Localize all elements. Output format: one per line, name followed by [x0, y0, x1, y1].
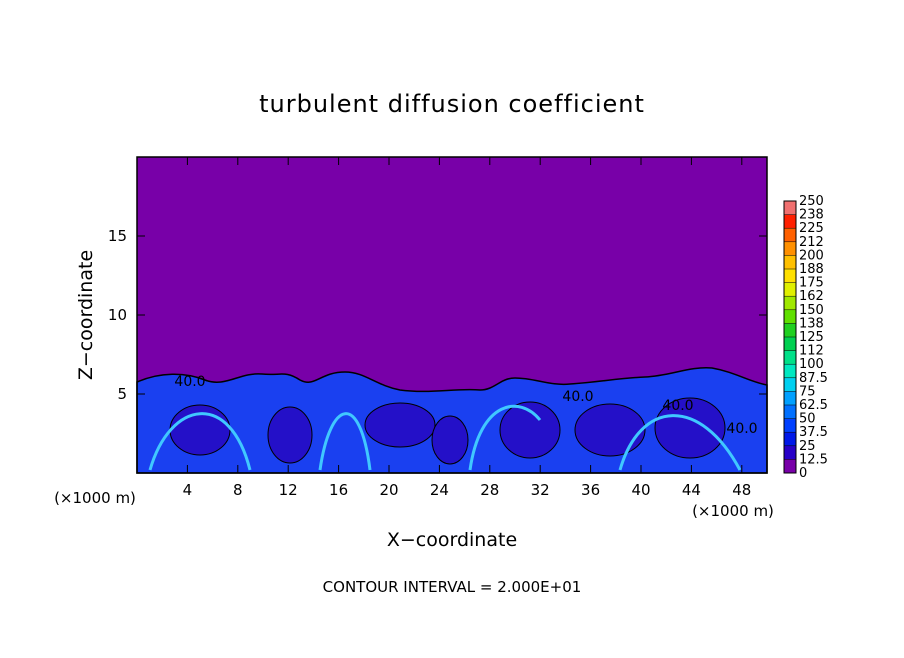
streaks — [148, 404, 742, 471]
y-tick-label: 10 — [108, 306, 127, 324]
chart-title: turbulent diffusion coefficient — [259, 90, 645, 118]
colorbar-label: 12.5 — [799, 452, 828, 467]
contour-label: 40.0 — [174, 374, 205, 390]
footer: CONTOUR INTERVAL = 2.000E+01 — [323, 578, 582, 596]
contour-labels: 40.0 40.0 40.0 40.0 — [174, 374, 757, 437]
y-axis-label: Z−coordinate — [75, 250, 97, 380]
colorbar-band — [784, 269, 796, 283]
x-tick-label: 20 — [379, 481, 398, 499]
colorbar-band — [784, 201, 796, 215]
colorbar-band — [784, 459, 796, 473]
colorbar-label: 75 — [799, 384, 816, 399]
colorbar-label: 175 — [799, 276, 824, 291]
colorbar-label: 200 — [799, 248, 824, 263]
colorbar-band — [784, 445, 796, 460]
x-axis-label: X−coordinate — [387, 529, 517, 551]
colorbar-label: 238 — [799, 208, 824, 223]
colorbar-band — [784, 296, 796, 310]
colorbar-label: 100 — [799, 357, 824, 372]
colorbar-label: 162 — [799, 289, 824, 304]
y-tick-label: 15 — [108, 227, 127, 245]
colorbar-label: 25 — [799, 439, 816, 454]
colorbar-band — [784, 309, 796, 324]
x-tick-label: 40 — [631, 481, 650, 499]
colorbar-band — [784, 350, 796, 365]
colorbar-label: 112 — [799, 344, 824, 359]
colorbar-band — [784, 364, 796, 378]
inner-regions — [169, 397, 726, 465]
field — [136, 157, 768, 474]
colorbar-band — [784, 323, 796, 337]
x-tick-label: 8 — [233, 481, 243, 499]
colorbar-label: 150 — [799, 303, 824, 318]
colorbar-band — [784, 432, 796, 446]
colorbar-label: 188 — [799, 262, 824, 277]
colorbar-label: 87.5 — [799, 371, 828, 386]
colorbar-band — [784, 241, 796, 256]
colorbar-band — [784, 377, 796, 392]
colorbar-label: 50 — [799, 412, 816, 427]
x-tick-label: 48 — [732, 481, 751, 499]
colorbar-band — [784, 214, 796, 229]
colorbar-band — [784, 282, 796, 297]
colorbar-band — [784, 228, 796, 242]
x-tick-label: 28 — [480, 481, 499, 499]
contour-label: 40.0 — [562, 389, 593, 405]
colorbar-band — [784, 418, 796, 433]
x-tick-label: 12 — [279, 481, 298, 499]
x-tick-label: 36 — [581, 481, 600, 499]
x-tick-label: 24 — [430, 481, 449, 499]
colorbar-label: 125 — [799, 330, 824, 345]
x-tick-label: 16 — [329, 481, 348, 499]
colorbar-label: 0 — [799, 466, 807, 481]
x-tick-label: 4 — [183, 481, 193, 499]
contour-label: 40.0 — [662, 398, 693, 414]
colorbar-label: 212 — [799, 235, 824, 250]
colorbar-label: 250 — [799, 194, 824, 209]
colorbar-label: 138 — [799, 316, 824, 331]
x-unit: (×1000 m) — [54, 489, 136, 507]
colorbar-band — [784, 255, 796, 269]
x-tick-label: 32 — [531, 481, 550, 499]
colorbar-label: 37.5 — [799, 425, 828, 440]
colorbar-label: 62.5 — [799, 398, 828, 413]
contour-label: 40.0 — [726, 421, 757, 437]
colorbar-band — [784, 337, 796, 351]
colorbar-label: 225 — [799, 221, 824, 236]
x-unit-right: (×1000 m) — [692, 502, 774, 520]
x-tick-label: 44 — [682, 481, 701, 499]
y-tick-label: 5 — [117, 385, 127, 403]
colorbar-band — [784, 391, 796, 405]
colorbar-band — [784, 405, 796, 419]
